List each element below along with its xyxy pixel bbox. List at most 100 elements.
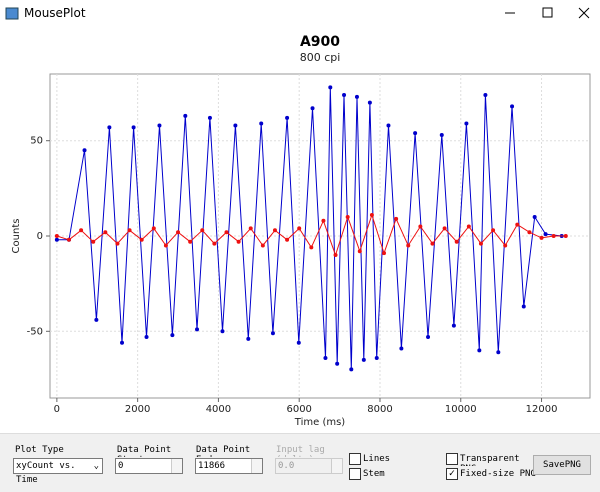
data-point [151, 226, 156, 231]
x-tick-label: 2000 [125, 404, 150, 415]
data-point [335, 361, 340, 366]
chart: A900 800 cpi Time (ms) Counts -50 0 50 0 200… [11, 34, 591, 428]
data-point [543, 232, 548, 237]
data-point [515, 222, 520, 227]
data-point [430, 241, 435, 246]
lag-label: Input lag (delta) [276, 445, 325, 457]
data-point [131, 125, 136, 130]
data-point [94, 317, 99, 322]
x-tick-label: 12000 [526, 404, 558, 415]
data-point [120, 340, 125, 345]
x-axis-label: Time (ms) [294, 417, 346, 428]
data-point [170, 333, 175, 338]
data-point [439, 132, 444, 137]
data-point [491, 228, 496, 233]
plot-type-value: xyCount vs. Time [16, 461, 76, 485]
data-point [321, 218, 326, 223]
transparent-checkbox[interactable] [446, 453, 458, 465]
data-point [91, 239, 96, 244]
control-panel: Plot Type xyCount vs. Time ⌄ Data Point S… [0, 433, 600, 492]
spinner[interactable] [251, 459, 262, 473]
data-point [374, 355, 379, 360]
end-input[interactable]: 11866 [195, 458, 263, 474]
data-point [103, 230, 108, 235]
data-point [188, 239, 193, 244]
spinner[interactable] [171, 459, 182, 473]
fixed-checkbox[interactable]: ✓ [446, 468, 458, 480]
data-point [115, 241, 120, 246]
data-point [442, 226, 447, 231]
start-input[interactable]: 0 [115, 458, 183, 474]
data-point [54, 234, 59, 238]
app-icon [5, 7, 19, 20]
end-label: Data Point End [196, 445, 251, 457]
data-point [418, 224, 423, 229]
chart-title: A900 [300, 34, 340, 50]
data-point [183, 113, 188, 118]
spinner [331, 459, 342, 473]
lines-checkbox[interactable] [349, 453, 361, 465]
data-point [107, 125, 112, 130]
data-point [323, 355, 328, 360]
data-point [527, 230, 532, 235]
start-label: Data Point Start [117, 445, 172, 457]
maximize-button[interactable] [542, 7, 553, 18]
data-point [354, 94, 359, 99]
save-label: SavePNG [543, 460, 581, 470]
data-point [369, 213, 374, 218]
data-point [310, 106, 315, 111]
data-point [394, 216, 399, 221]
lag-input: 0.0 [275, 458, 343, 474]
data-point [157, 123, 162, 128]
save-button[interactable]: SavePNG [533, 455, 591, 475]
data-point [521, 304, 526, 309]
data-point [163, 243, 168, 248]
data-point [483, 92, 488, 97]
x-tick-label: 4000 [206, 404, 231, 415]
data-point [328, 85, 333, 90]
dropdown-arrow: ⌄ [93, 461, 99, 471]
data-point [309, 245, 314, 250]
data-point [345, 214, 350, 219]
data-point [454, 239, 459, 244]
plot-type-select[interactable]: xyCount vs. Time ⌄ [13, 458, 103, 485]
data-point [466, 224, 471, 229]
data-point [224, 230, 229, 235]
data-point [532, 214, 537, 219]
data-point [361, 357, 366, 362]
data-point [539, 235, 544, 240]
y-axis-label: Counts [11, 219, 22, 254]
data-point [144, 335, 149, 340]
data-point [478, 241, 483, 246]
data-point [207, 115, 212, 120]
data-point [82, 148, 87, 153]
data-point [386, 123, 391, 128]
data-point [260, 243, 265, 248]
lag-value: 0.0 [278, 461, 295, 471]
data-point [367, 100, 372, 105]
start-value: 0 [118, 461, 124, 471]
data-point [496, 350, 501, 355]
data-point [349, 367, 354, 372]
y-tick-label: 0 [37, 231, 43, 242]
data-point [285, 115, 290, 120]
data-point [246, 336, 251, 341]
data-point [551, 234, 556, 238]
data-point [382, 251, 387, 256]
stem-label: Stem [363, 469, 385, 479]
data-point [272, 228, 277, 233]
data-point [510, 104, 515, 109]
transparent-label: Transparent PNG [460, 454, 520, 466]
data-point [413, 131, 418, 136]
data-point [220, 329, 225, 334]
data-point [464, 121, 469, 126]
data-point [333, 253, 338, 258]
data-point [54, 237, 59, 242]
x-tick-label: 6000 [286, 404, 311, 415]
data-point [399, 346, 404, 351]
stem-checkbox[interactable] [349, 468, 361, 480]
data-point [233, 123, 238, 128]
fixed-label: Fixed-size PNG [460, 469, 536, 479]
close-button[interactable] [578, 7, 590, 19]
